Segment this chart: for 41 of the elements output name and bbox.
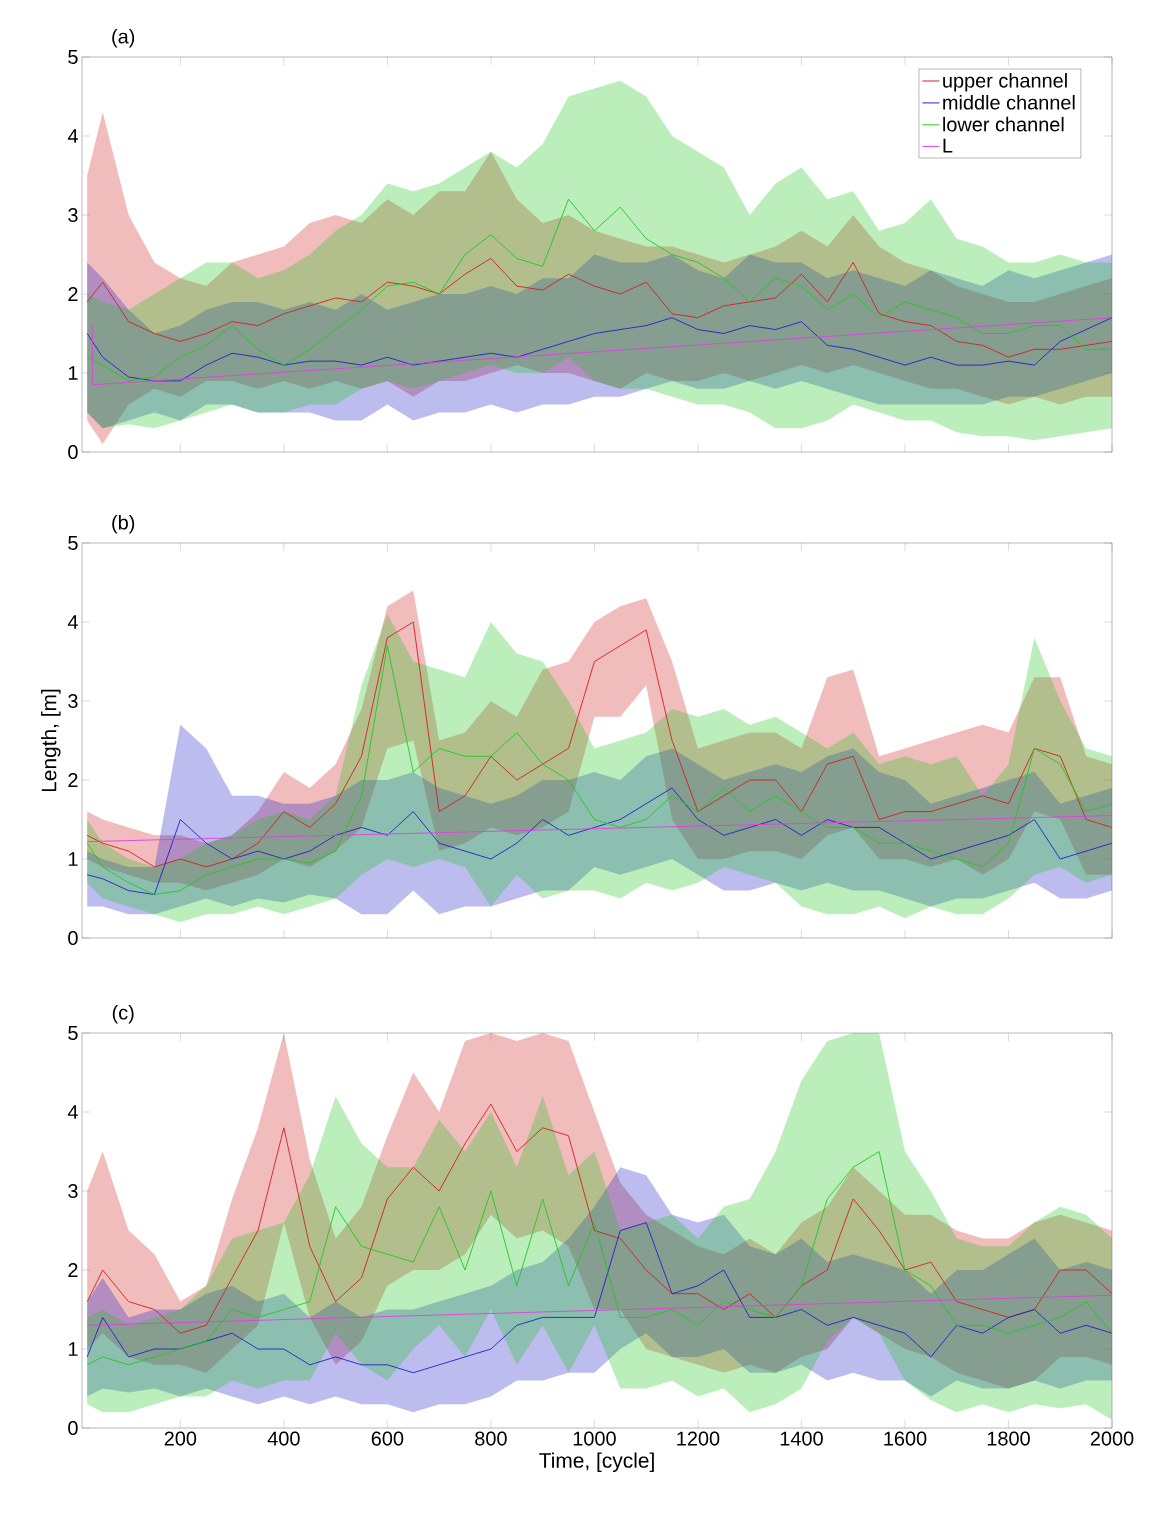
legend-label: lower channel — [943, 116, 1064, 132]
y-tick-label: 0 — [68, 444, 78, 460]
y-tick-label: 1 — [68, 366, 78, 380]
legend-label: upper channel — [943, 73, 1067, 92]
x-tick-label: 1400 — [780, 1431, 823, 1446]
x-tick-label: 800 — [475, 1431, 507, 1446]
line-series — [86, 258, 1113, 358]
x-tick-label: 1000 — [573, 1431, 616, 1446]
line-series — [86, 1103, 1113, 1334]
y-tick-label: 4 — [67, 129, 78, 143]
x-tick-label: 400 — [267, 1431, 300, 1446]
x-tick-label: 2000 — [1090, 1431, 1134, 1446]
y-tick-label: 4 — [67, 1105, 78, 1119]
x-tick-label: 1800 — [987, 1431, 1030, 1446]
y-tick-label: 1 — [68, 852, 78, 866]
legend-label: L — [943, 138, 953, 153]
x-tick-label: 600 — [371, 1431, 404, 1446]
y-tick-label: 2 — [68, 1263, 78, 1277]
y-tick-label: 2 — [68, 773, 78, 787]
y-tick-label: 1 — [68, 1342, 78, 1356]
y-tick-label: 3 — [68, 1183, 78, 1199]
x-tick-label: 1600 — [884, 1431, 927, 1446]
x-axis-title: Time, [cycle] — [539, 1452, 654, 1472]
chart-title: (b) — [112, 514, 135, 534]
y-axis-title: Length, [m] — [41, 689, 61, 792]
line-series — [86, 645, 1113, 896]
y-tick-label: 2 — [68, 287, 78, 301]
legend-label: middle channel — [943, 94, 1075, 110]
y-tick-label: 4 — [67, 615, 78, 629]
y-tick-label: 0 — [68, 1420, 78, 1436]
chart-title: (a) — [112, 28, 135, 48]
line-series — [86, 1151, 1113, 1366]
y-tick-label: 5 — [68, 50, 78, 64]
chart-title: (c) — [112, 1004, 134, 1024]
y-tick-label: 0 — [68, 930, 78, 946]
y-tick-label: 3 — [68, 693, 78, 709]
x-tick-label: 200 — [164, 1431, 197, 1446]
y-tick-label: 5 — [68, 536, 78, 550]
x-tick-label: 1200 — [677, 1431, 720, 1446]
y-tick-label: 5 — [68, 1026, 78, 1040]
y-tick-label: 3 — [68, 207, 78, 223]
